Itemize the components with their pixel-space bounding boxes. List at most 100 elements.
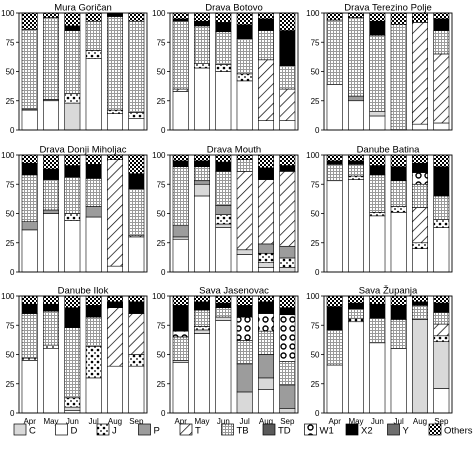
bar-segment-p-sep	[279, 245, 296, 259]
y-tick-label: 75	[6, 38, 15, 47]
bar-segment-others-jul	[236, 12, 253, 25]
bar-segment-t-apr	[172, 88, 189, 92]
x-tick-label-sep: Sep	[280, 417, 295, 426]
bar-segment-x2-jul	[85, 305, 102, 318]
bar-segment-x2-jul	[390, 305, 407, 320]
bar-segment-p-may	[348, 95, 364, 102]
panel-frame	[169, 154, 299, 273]
panel-title-drava-donji-miholjac: Drava Donji Miholjac	[39, 145, 126, 156]
legend: C D J P T TB TD W1 X2 Y Others	[13, 423, 473, 437]
bar-segment-tb-jun	[215, 307, 232, 318]
y-tick-label: 100	[1, 151, 15, 160]
bar-segment-tb-jun	[64, 327, 81, 399]
bar-segment-j-aug	[258, 252, 274, 263]
bar-segment-d-jun	[215, 71, 232, 131]
bar-segment-j-jun	[369, 212, 386, 217]
bar-segment-d-jul	[85, 377, 102, 414]
y-tick-label: 25	[311, 239, 320, 248]
y-tick-label: 100	[306, 9, 320, 18]
bar-segment-others-sep	[433, 154, 450, 167]
bar-segment-d-apr	[21, 360, 38, 414]
bar-segment-tb-may	[194, 309, 210, 327]
y-tick-label: 50	[157, 210, 166, 219]
bar-segment-x2-apr	[172, 18, 189, 22]
bar-segment-d-jul	[390, 212, 407, 273]
bar-segment-others-jun	[369, 154, 386, 166]
y-tick-label: 25	[157, 380, 166, 389]
bar-segment-others-may	[43, 12, 59, 18]
bar-segment-d-may	[43, 348, 59, 414]
bar-segment-others-aug	[412, 295, 428, 303]
panel-title-danube-batina: Danube Batina	[357, 145, 421, 156]
bar-segment-w1-aug	[412, 172, 428, 185]
x-tick-label-jul: Jul	[89, 417, 99, 426]
bar-segment-j-may	[194, 326, 210, 331]
bar-segment-d-jun	[64, 220, 81, 273]
x-tick-label-apr: Apr	[23, 417, 36, 426]
bar-segment-p-aug	[258, 243, 274, 254]
bar-segment-x2-may	[348, 160, 364, 165]
y-tick-label: 0	[315, 268, 320, 277]
bar-segment-others-jul	[390, 295, 407, 306]
y-tick-label: 0	[315, 126, 320, 135]
bar-segment-w1-aug	[258, 313, 274, 332]
bar-segment-d-may	[194, 333, 210, 414]
x-tick-label-may: May	[43, 417, 58, 426]
bar-segment-c-sep	[433, 341, 450, 389]
bar-segment-d-aug	[107, 265, 123, 273]
bar-segment-others-sep	[279, 154, 296, 166]
y-tick-label: 25	[311, 380, 320, 389]
bar-segment-j-jun	[215, 64, 232, 72]
bar-segment-j-aug	[412, 242, 428, 249]
x-tick-label-aug: Aug	[259, 417, 273, 426]
y-tick-label: 50	[6, 351, 15, 360]
x-tick-label-aug: Aug	[413, 417, 427, 426]
bar-segment-others-jun	[369, 12, 386, 22]
bar-segment-p-aug	[258, 354, 274, 379]
bar-segment-j-jul	[390, 206, 407, 213]
bar-segment-x2-sep	[433, 166, 450, 197]
bar-segment-d-sep	[433, 388, 450, 414]
panel-frame	[169, 295, 299, 414]
bar-segment-others-aug	[107, 295, 123, 303]
legend-swatch-w1	[304, 423, 317, 436]
bar-segment-d-sep	[128, 118, 145, 131]
panel-drava-terezino-polje: Drava Terezino Polje 0 25 50 75 100	[306, 3, 453, 135]
bar-segment-t-aug	[258, 179, 274, 245]
bar-segment-tb-sep	[433, 30, 450, 55]
bar-segment-j-may	[348, 175, 364, 180]
bar-segment-others-sep	[433, 295, 450, 304]
bar-segment-others-jul	[390, 12, 407, 25]
bar-segment-d-jul	[236, 254, 253, 273]
bar-segment-d-aug	[258, 267, 274, 273]
bar-segment-tb-jul	[236, 340, 253, 365]
bar-segment-d-apr	[172, 362, 189, 414]
bar-segment-c-may	[194, 329, 210, 334]
x-tick-label-aug: Aug	[108, 417, 122, 426]
bar-segment-others-jun	[215, 12, 232, 23]
bar-segment-d-apr	[326, 364, 343, 414]
bar-segment-d-aug	[107, 365, 123, 414]
bar-segment-others-sep	[279, 295, 296, 308]
bar-segment-tb-apr	[172, 20, 189, 90]
bar-segment-x2-aug	[107, 12, 123, 17]
bar-segment-tb-aug	[107, 16, 123, 111]
y-tick-label: 100	[152, 292, 166, 301]
bar-segment-tb-jun	[369, 34, 386, 112]
bar-segment-x2-aug	[107, 301, 123, 309]
panel-sava-zupanja: Sava Županja 0 25 50 75 100 Apr May Jun Jul Aug Sep	[306, 286, 453, 426]
bar-segment-x2-jun	[64, 165, 81, 178]
legend-label-c: C	[29, 426, 36, 437]
y-tick-label: 75	[157, 38, 166, 47]
bar-segment-tb-jun	[64, 176, 81, 214]
bar-segment-t-sep	[279, 88, 296, 121]
bar-segment-p-jul	[85, 206, 102, 218]
y-tick-label: 0	[161, 126, 166, 135]
bar-segment-p-jun	[215, 205, 232, 215]
bar-segment-x2-sep	[279, 30, 296, 66]
bar-segment-d-aug	[412, 248, 428, 273]
bar-segment-t-aug	[258, 59, 274, 121]
panel-drava-botovo: Drava Botovo 0 25 50 75 100	[152, 3, 299, 135]
